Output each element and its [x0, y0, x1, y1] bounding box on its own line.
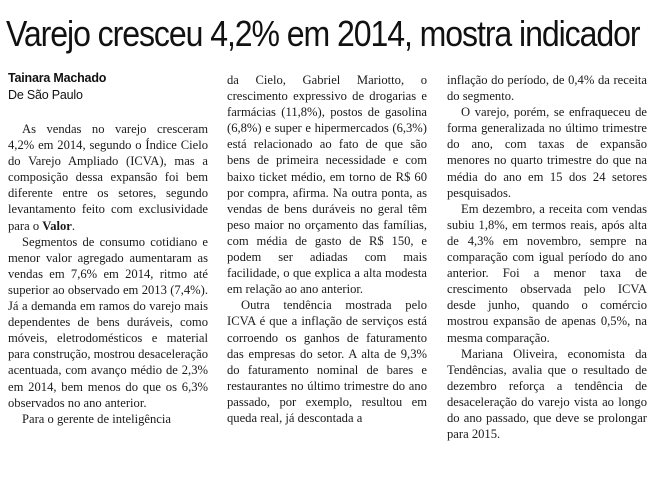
- paragraph: Outra tendência mostrada pelo ICVA é que…: [227, 298, 427, 425]
- paragraph: Segmentos de consumo cotidiano e menor v…: [8, 234, 208, 410]
- paragraph: As vendas no varejo cresceram 4,2% em 20…: [8, 121, 208, 234]
- headline: Varejo cresceu 4,2% em 2014, mostra indi…: [6, 13, 641, 54]
- paragraph: O varejo, porém, se enfraqueceu de forma…: [447, 105, 647, 200]
- publication-name: Valor: [42, 218, 72, 233]
- byline: Tainara Machado De São Paulo: [8, 70, 218, 103]
- article-column-2: da Cielo, Gabriel Mariotto, o cresciment…: [227, 72, 427, 426]
- article-column-3: inflação do período, de 0,4% da receita …: [447, 72, 647, 442]
- author-name: Tainara Machado: [8, 71, 107, 85]
- dateline-location: De São Paulo: [8, 88, 83, 102]
- paragraph: inflação do período, de 0,4% da receita …: [447, 73, 647, 104]
- paragraph: Para o gerente de inteligência: [22, 411, 171, 426]
- paragraph: Em dezembro, a receita com vendas subiu …: [447, 201, 647, 345]
- paragraph-text-tail: .: [71, 218, 76, 233]
- paragraph-text: As vendas no varejo cresceram 4,2% em 20…: [8, 122, 208, 233]
- paragraph: Mariana Oliveira, economista da Tendênci…: [447, 346, 647, 442]
- article-column-1: As vendas no varejo cresceram 4,2% em 20…: [8, 121, 208, 427]
- paragraph: da Cielo, Gabriel Mariotto, o cresciment…: [227, 73, 427, 297]
